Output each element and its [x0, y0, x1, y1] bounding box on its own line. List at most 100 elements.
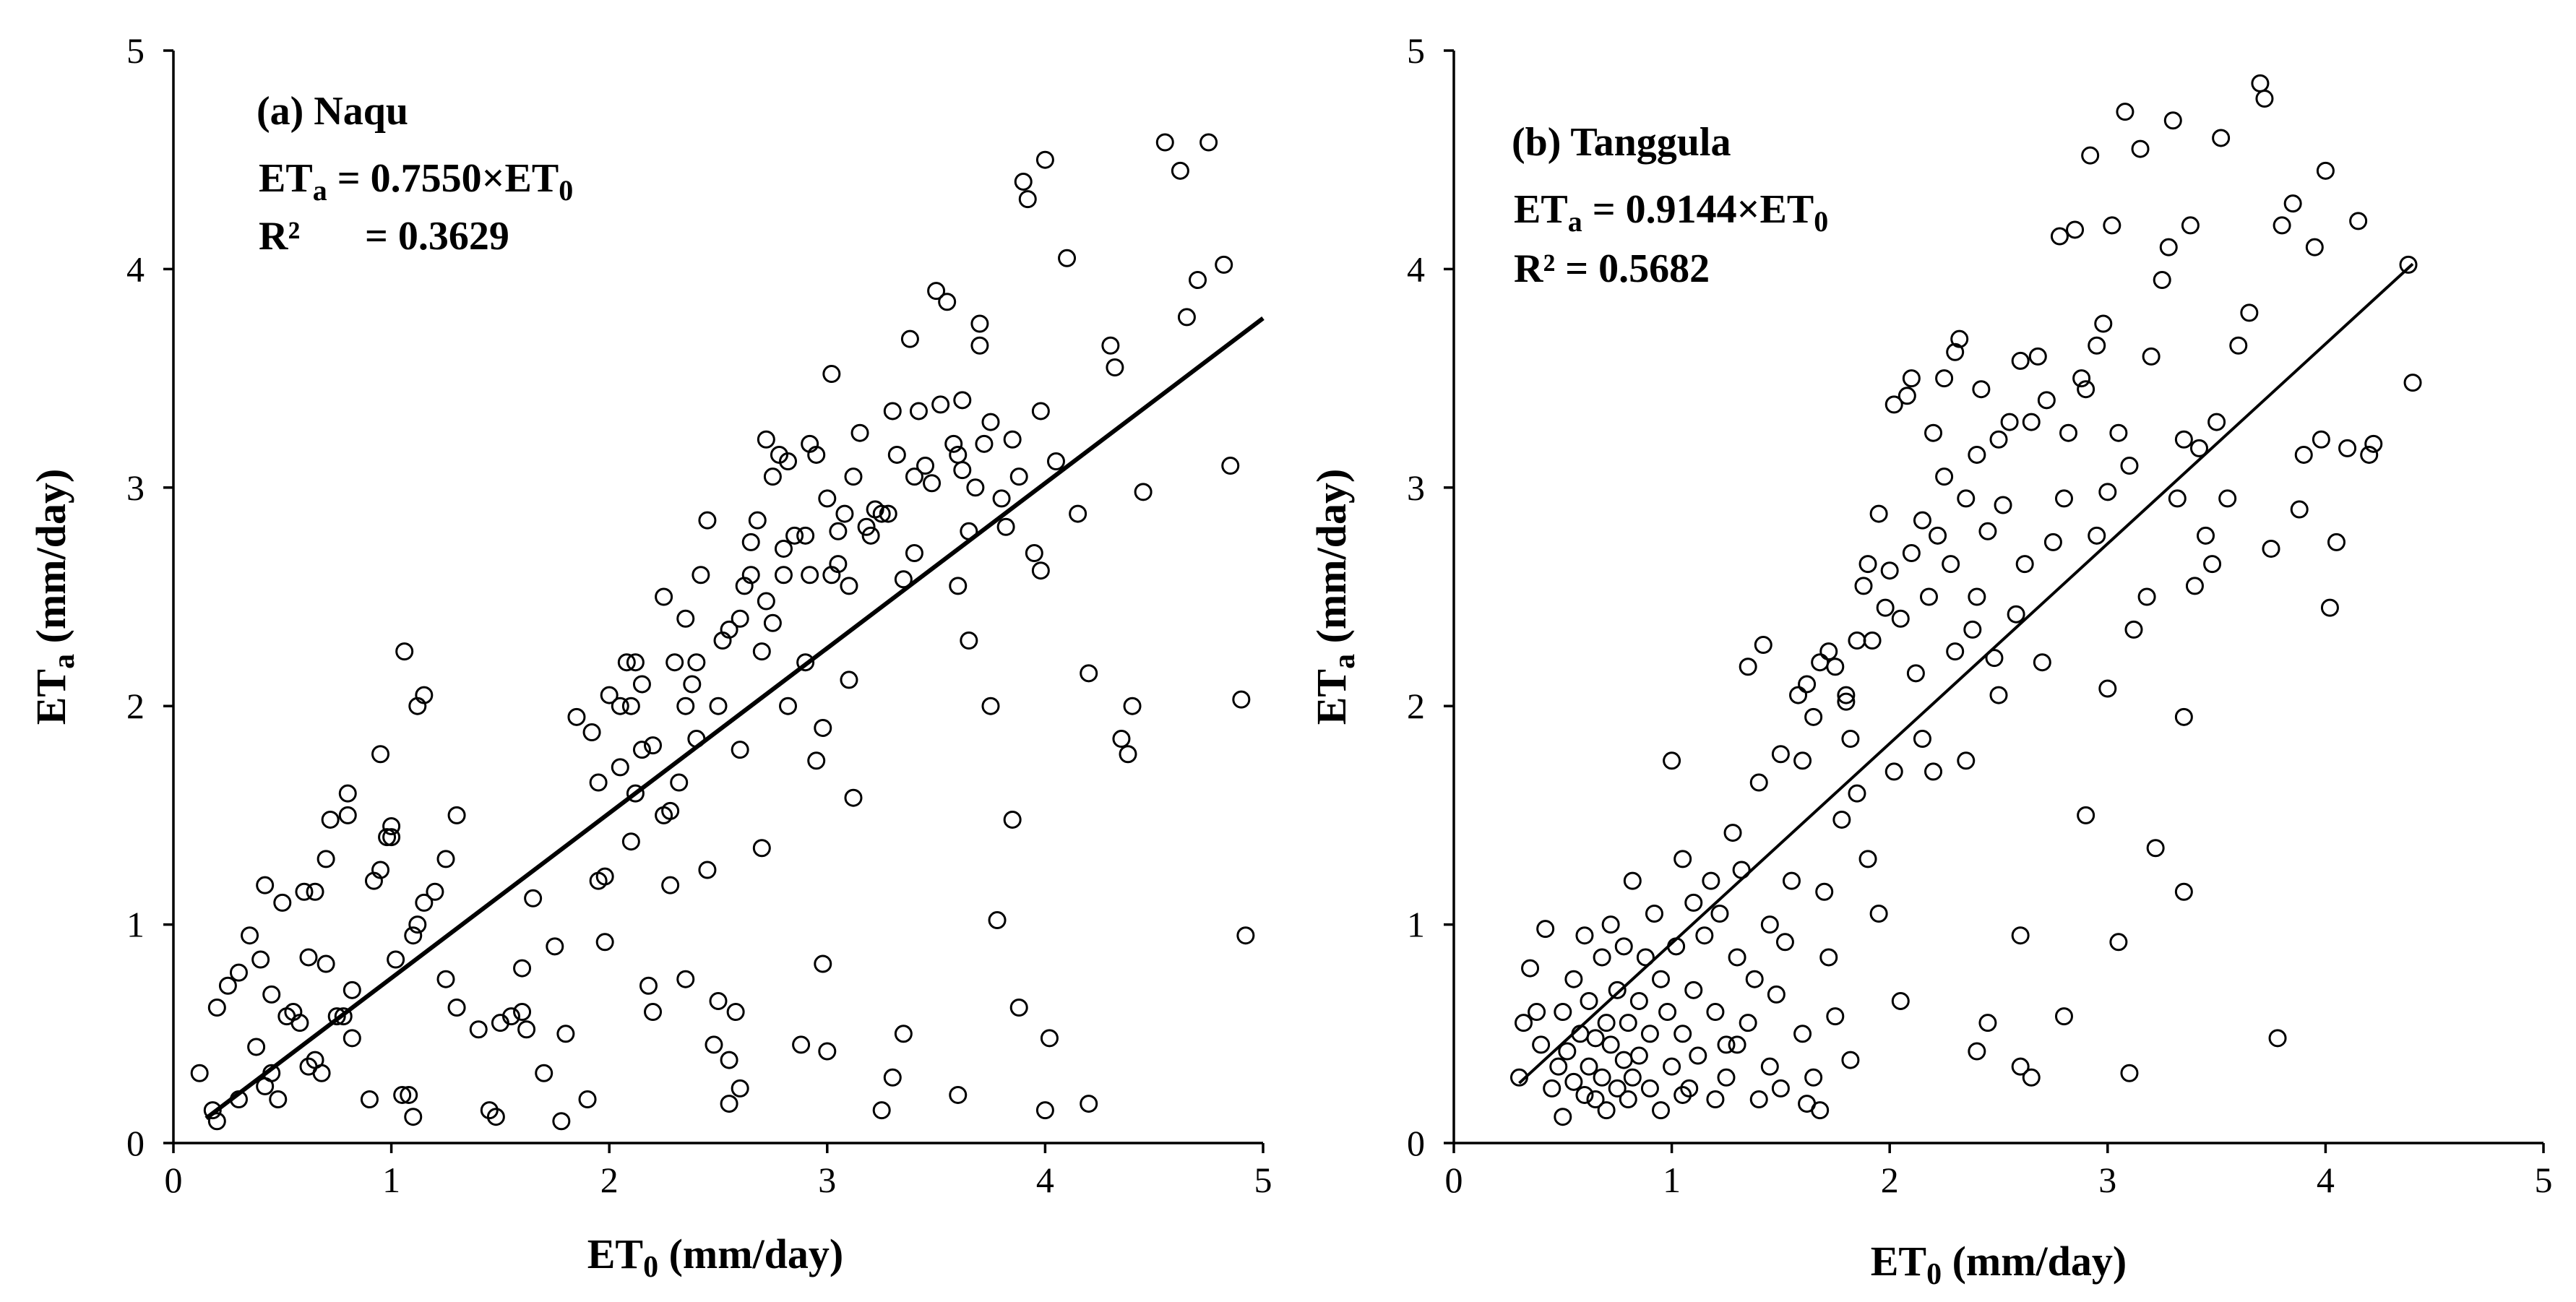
data-point: [1554, 1003, 1572, 1022]
data-point: [338, 784, 357, 803]
data-point: [905, 544, 923, 563]
data-point: [2320, 598, 2339, 617]
data-point: [1968, 445, 1986, 464]
data-point: [2212, 129, 2231, 147]
data-point: [611, 758, 629, 777]
data-point: [1597, 1101, 1616, 1120]
data-point: [970, 336, 989, 355]
data-point: [2305, 238, 2324, 256]
panel-b-x-label: ET0 (mm/day): [1871, 1238, 2127, 1291]
data-point: [486, 1108, 505, 1126]
data-point: [393, 1085, 412, 1104]
data-point: [2137, 587, 2156, 606]
data-point: [1989, 430, 2008, 449]
data-point: [2007, 605, 2025, 624]
data-point: [1106, 358, 1124, 376]
data-point: [779, 697, 798, 715]
data-point: [1199, 133, 1218, 152]
data-point: [408, 915, 427, 934]
data-point: [923, 474, 942, 493]
data-point: [970, 314, 989, 333]
data-point: [2255, 90, 2274, 108]
data-point: [1782, 871, 1801, 890]
data-point: [2262, 539, 2280, 558]
data-point: [2054, 489, 2073, 508]
data-point: [2197, 526, 2215, 545]
data-point: [2043, 533, 2062, 551]
data-point: [1837, 692, 1856, 711]
data-point: [2403, 374, 2422, 392]
data-point: [1826, 658, 1845, 676]
data-point: [822, 365, 841, 384]
data-point: [1906, 664, 1925, 683]
data-point: [552, 1112, 571, 1131]
data-point: [1123, 697, 1142, 715]
data-point: [1629, 991, 1648, 1010]
data-point: [1771, 745, 1790, 764]
data-point: [1608, 980, 1627, 999]
y-tick-label: 3: [1407, 467, 1425, 508]
data-point: [1543, 1079, 1561, 1098]
data-point: [1732, 861, 1751, 879]
data-point: [321, 810, 340, 829]
data-point: [779, 452, 798, 471]
data-point: [1189, 271, 1207, 290]
data-point: [1723, 824, 1742, 842]
data-point: [992, 489, 1011, 508]
data-point: [415, 893, 434, 912]
data-point: [1532, 1035, 1551, 1054]
data-point: [2059, 423, 2078, 442]
data-point: [1536, 920, 1555, 939]
data-point: [2022, 1068, 2041, 1087]
data-point: [1935, 467, 1954, 486]
y-tick-label: 3: [126, 467, 145, 508]
data-point: [1549, 1057, 1568, 1076]
data-point: [1924, 423, 1943, 442]
data-point: [2218, 489, 2237, 508]
data-point: [621, 832, 640, 851]
data-point: [262, 985, 281, 1004]
data-point: [785, 526, 804, 545]
data-point: [2022, 413, 2041, 431]
data-point: [371, 861, 390, 879]
data-point: [556, 1025, 575, 1043]
data-point: [1509, 1068, 1528, 1087]
data-point: [814, 718, 832, 737]
data-point: [229, 963, 248, 982]
data-point: [2189, 439, 2208, 457]
data-point: [900, 329, 919, 348]
data-point: [207, 999, 226, 1017]
data-point: [1880, 561, 1899, 580]
data-point: [2229, 336, 2248, 355]
data-point: [1575, 1085, 1594, 1104]
panel-a-r2-label: R²: [259, 214, 300, 259]
data-point: [683, 675, 702, 694]
data-point: [247, 1038, 266, 1056]
data-point: [757, 430, 775, 449]
data-point: [2399, 255, 2418, 274]
data-point: [1869, 504, 1888, 523]
data-point: [840, 577, 858, 595]
data-point: [1919, 587, 1938, 606]
data-point: [1014, 172, 1033, 191]
data-point: [1673, 1025, 1692, 1043]
data-point: [1069, 504, 1087, 523]
data-point: [1728, 948, 1746, 967]
data-point: [203, 1101, 222, 1120]
data-point: [1652, 970, 1671, 988]
data-point: [1112, 730, 1131, 749]
data-point: [395, 642, 414, 661]
data-point: [796, 526, 815, 545]
data-point: [1636, 948, 1655, 967]
data-point: [2207, 413, 2226, 431]
data-point: [256, 876, 275, 894]
data-point: [1558, 1042, 1577, 1061]
data-point: [796, 653, 815, 672]
panel-a-points: [190, 133, 1255, 1131]
data-point: [632, 741, 651, 759]
data-point: [1902, 369, 1921, 388]
data-point: [1710, 904, 1729, 923]
data-point: [1601, 915, 1620, 934]
data-point: [757, 592, 775, 611]
data-point: [644, 1003, 663, 1022]
